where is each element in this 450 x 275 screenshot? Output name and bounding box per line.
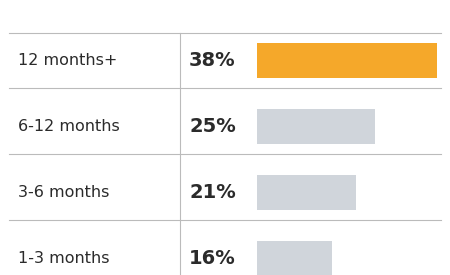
Bar — [256, 175, 356, 210]
Text: 25%: 25% — [189, 117, 236, 136]
Text: 1-3 months: 1-3 months — [18, 251, 109, 266]
Text: 38%: 38% — [189, 51, 236, 70]
Text: 12 months+: 12 months+ — [18, 53, 117, 68]
Text: 3-6 months: 3-6 months — [18, 185, 109, 200]
Bar — [256, 43, 436, 78]
Text: 6-12 months: 6-12 months — [18, 119, 120, 134]
Text: 16%: 16% — [189, 249, 236, 268]
Bar — [256, 241, 332, 275]
Text: 21%: 21% — [189, 183, 236, 202]
Bar — [256, 109, 375, 144]
